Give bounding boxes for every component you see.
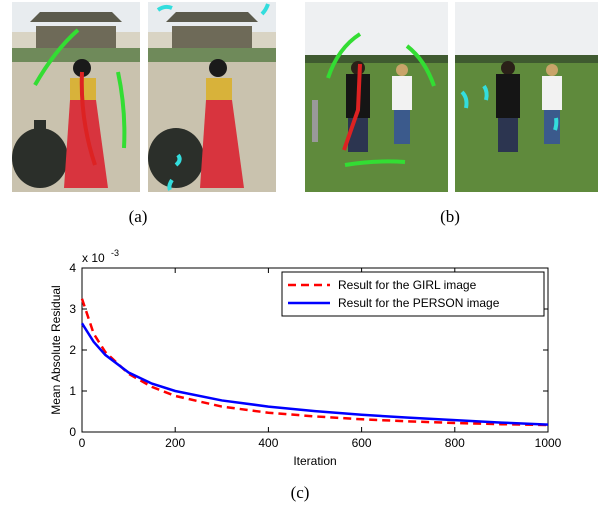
y-tick-label: 0: [69, 425, 76, 439]
y-multiplier: x 10: [82, 251, 105, 265]
caption: (a): [129, 207, 148, 226]
x-tick-label: 800: [445, 436, 465, 450]
photo-girl-result: [148, 2, 276, 192]
caption: (b): [440, 207, 460, 226]
photo-person-input: [305, 2, 448, 192]
y-tick-label: 2: [69, 343, 76, 357]
y-tick-label: 1: [69, 384, 76, 398]
x-tick-label: 1000: [535, 436, 562, 450]
y-tick-label: 3: [69, 302, 76, 316]
x-tick-label: 0: [79, 436, 86, 450]
x-tick-label: 200: [165, 436, 185, 450]
legend-label: Result for the GIRL image: [338, 278, 477, 292]
legend-box: [281, 271, 545, 317]
x-axis-label: Iteration: [293, 454, 336, 468]
legend-label: Result for the PERSON image: [338, 296, 500, 310]
x-tick-label: 600: [352, 436, 372, 450]
caption: (c): [291, 483, 310, 502]
data-line: [80, 298, 549, 427]
y-tick-label: 4: [69, 261, 76, 275]
x-tick-label: 400: [258, 436, 278, 450]
y-multiplier-exponent: -3: [111, 248, 119, 258]
photo-girl-input: [12, 2, 140, 192]
y-axis-label: Mean Absolute Residual: [49, 285, 63, 414]
photo-person-result: [455, 2, 598, 192]
data-line: [80, 322, 549, 426]
